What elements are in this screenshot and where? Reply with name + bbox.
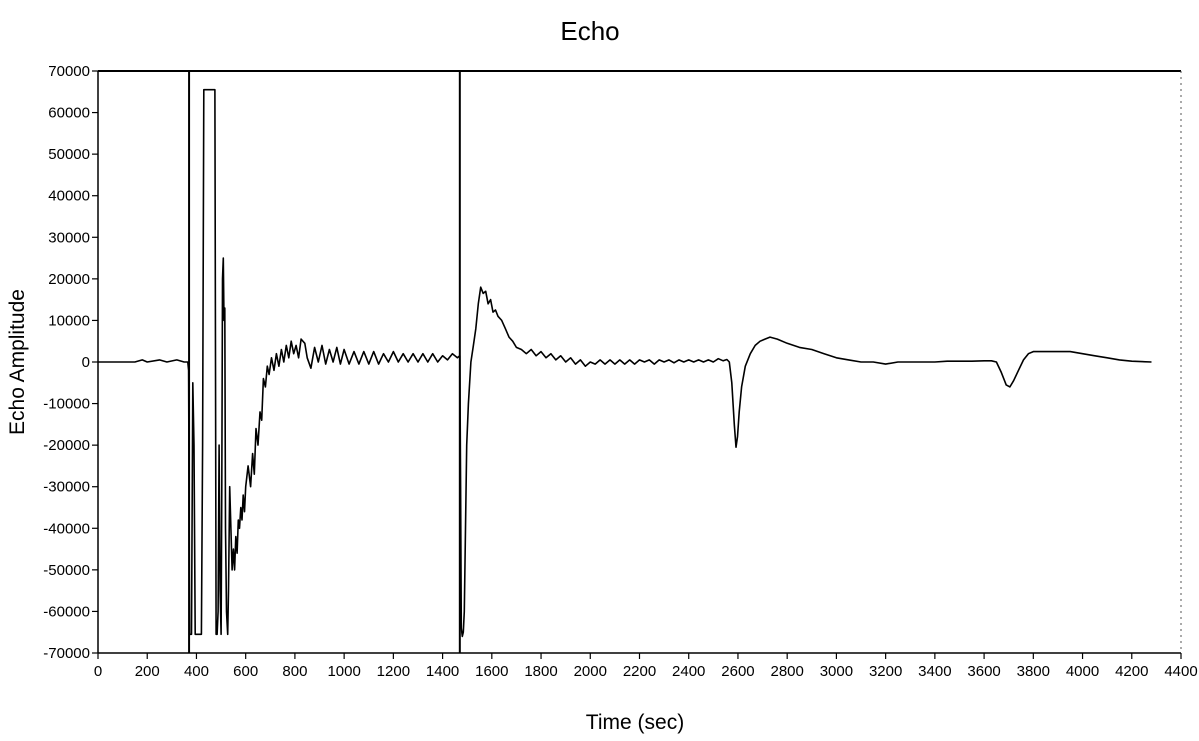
y-tick-label: -10000 — [43, 396, 90, 413]
y-tick-label: 40000 — [48, 188, 90, 205]
x-tick-label: 1600 — [475, 663, 508, 680]
y-tick-label: 10000 — [48, 312, 90, 329]
plot-frame — [97, 70, 1182, 654]
vertical-markers — [188, 71, 461, 653]
y-tick-label: -40000 — [43, 520, 90, 537]
y-tick-label: 20000 — [48, 271, 90, 288]
y-tick-label: 60000 — [48, 105, 90, 122]
x-axis-title: Time (sec) — [586, 711, 684, 734]
y-tick-label: 50000 — [48, 146, 90, 163]
x-tick-label: 3200 — [869, 663, 902, 680]
y-tick-label: -60000 — [43, 603, 90, 620]
x-tick-label: 2400 — [672, 663, 705, 680]
series-layer — [98, 88, 1152, 638]
x-tick-label: 0 — [94, 663, 102, 680]
x-tick-label: 2000 — [574, 663, 607, 680]
x-tick-label: 2600 — [721, 663, 754, 680]
y-tick-label: -20000 — [43, 437, 90, 454]
x-tick-label: 1400 — [426, 663, 459, 680]
y-tick-label: -70000 — [43, 645, 90, 662]
x-tick-label: 4000 — [1066, 663, 1099, 680]
x-tick-label: 4200 — [1115, 663, 1148, 680]
y-tick-label: -50000 — [43, 562, 90, 579]
x-tick-label: 4400 — [1164, 663, 1197, 680]
x-axis-ticks: 0 200 400 600 800 1000 1200 1400 1600 1800 2000 220… — [94, 653, 1198, 680]
x-tick-label: 1200 — [377, 663, 410, 680]
y-tick-label: 30000 — [48, 229, 90, 246]
x-tick-label: 400 — [184, 663, 209, 680]
y-tick-label: 0 — [82, 354, 90, 371]
x-tick-label: 800 — [282, 663, 307, 680]
x-tick-label: 3000 — [820, 663, 853, 680]
x-tick-label: 2200 — [623, 663, 656, 680]
y-tick-label: -30000 — [43, 479, 90, 496]
x-tick-label: 3800 — [1017, 663, 1050, 680]
y-axis-title: Echo Amplitude — [6, 289, 29, 435]
x-tick-label: 200 — [135, 663, 160, 680]
x-tick-label: 1800 — [524, 663, 557, 680]
x-tick-label: 1000 — [327, 663, 360, 680]
x-tick-label: 600 — [233, 663, 258, 680]
x-tick-label: 3400 — [918, 663, 951, 680]
y-tick-label: 70000 — [48, 63, 90, 80]
chart-title: Echo — [560, 16, 619, 46]
echo-series-line — [98, 88, 1152, 638]
x-tick-label: 2800 — [770, 663, 803, 680]
y-axis-ticks: 70000 60000 50000 40000 30000 20000 10000 0 -100… — [43, 63, 98, 662]
x-tick-label: 3600 — [967, 663, 1000, 680]
